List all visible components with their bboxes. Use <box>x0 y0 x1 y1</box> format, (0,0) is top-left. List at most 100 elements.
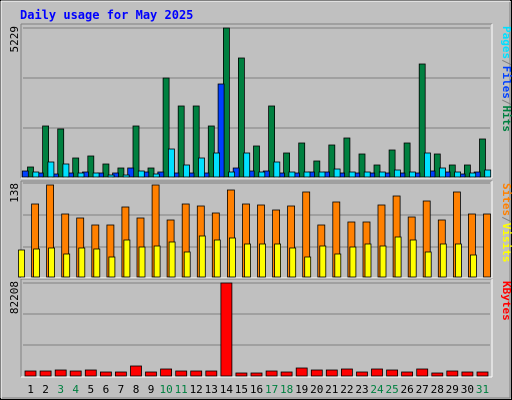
panel-hits-files-pages: 5229 Pages/Files/Hits <box>8 23 512 179</box>
x-tick-label: 22 <box>340 383 353 396</box>
bar-hits-day-31 <box>479 138 486 178</box>
bar-visits-day-13 <box>198 235 206 278</box>
bar-hits-day-16 <box>253 145 260 178</box>
bar-pages-day-13 <box>213 152 221 178</box>
x-tick-label: 20 <box>310 383 323 396</box>
bar-pages-day-19 <box>303 171 311 178</box>
legend-entry: Visits <box>500 223 512 263</box>
bar-visits-day-15 <box>228 237 236 278</box>
x-tick-label: 19 <box>295 383 308 396</box>
bar-kbytes-day-12 <box>190 370 203 377</box>
legend-entry: / <box>500 59 512 66</box>
bar-kbytes-day-21 <box>325 369 338 377</box>
bar-visits-day-22 <box>334 253 342 278</box>
bar-visits-day-23 <box>349 246 357 278</box>
bar-pages-day-15 <box>243 152 251 178</box>
x-tick-label: 23 <box>355 383 368 396</box>
bar-files-day-1 <box>21 170 29 178</box>
bar-kbytes-day-18 <box>280 371 293 377</box>
bar-kbytes-day-29 <box>446 370 459 377</box>
bar-pages-day-27 <box>424 152 431 178</box>
x-tick-label: 7 <box>118 383 125 396</box>
bar-pages-day-10 <box>167 148 175 178</box>
bar-pages-day-12 <box>198 157 205 178</box>
x-tick-label: 12 <box>190 383 203 396</box>
x-tick-label: 10 <box>159 383 172 396</box>
x-tick-label: 4 <box>72 383 79 396</box>
bar-pages-day-5 <box>92 172 100 178</box>
bar-hits-day-30 <box>463 164 471 178</box>
bar-visits-day-2 <box>33 248 40 278</box>
bar-visits-day-20 <box>304 256 312 278</box>
x-tick-label: 6 <box>103 383 110 396</box>
bar-kbytes-day-31 <box>476 371 489 377</box>
bar-kbytes-day-8 <box>130 365 142 377</box>
legend: Sites/Visits <box>500 183 512 263</box>
bar-pages-day-28 <box>439 167 446 178</box>
bar-kbytes-day-22 <box>340 368 353 377</box>
panel-visits-sites: 138 Sites/Visits <box>8 180 512 279</box>
bar-pages-day-6 <box>107 174 115 178</box>
bar-visits-day-18 <box>274 243 282 278</box>
bar-hits-day-29 <box>448 164 456 178</box>
bar-hits-day-13 <box>207 125 215 178</box>
bar-pages-day-7 <box>122 174 130 178</box>
bar-hits-day-2 <box>42 125 49 178</box>
bar-pages-day-21 <box>333 168 341 178</box>
bar-visits-day-16 <box>244 243 251 278</box>
x-tick-label: 2 <box>42 383 49 396</box>
bar-pages-day-16 <box>258 171 266 178</box>
bar-hits-day-5 <box>87 155 95 178</box>
bar-pages-day-17 <box>273 161 281 178</box>
bar-hits-day-18 <box>283 152 291 178</box>
bar-hits-day-25 <box>388 149 396 178</box>
y-max-label: 82208 <box>8 281 21 314</box>
bar-pages-day-3 <box>62 163 70 178</box>
x-tick-label: 29 <box>446 383 459 396</box>
x-tick-label: 15 <box>235 383 248 396</box>
x-tick-label: 28 <box>431 383 444 396</box>
bar-hits-day-8 <box>132 125 140 178</box>
y-max-label: 5229 <box>8 26 21 53</box>
bar-visits-day-10 <box>153 245 161 278</box>
bar-visits-day-27 <box>409 239 417 278</box>
bar-visits-day-5 <box>78 247 86 278</box>
x-tick-label: 1 <box>27 383 34 396</box>
x-tick-label: 16 <box>250 383 263 396</box>
chart-title: Daily usage for May 2025 <box>20 8 193 22</box>
bar-hits-day-17 <box>268 105 276 178</box>
bar-kbytes-day-7 <box>115 371 127 377</box>
x-tick-label: 27 <box>416 383 429 396</box>
x-tick-label: 8 <box>133 383 140 396</box>
bar-visits-day-19 <box>289 247 297 278</box>
bar-visits-day-26 <box>394 236 402 278</box>
bar-pages-day-2 <box>47 161 55 178</box>
bar-pages-day-24 <box>378 171 386 178</box>
bar-kbytes-day-20 <box>310 369 323 377</box>
bar-visits-day-6 <box>93 248 101 278</box>
x-tick-label: 11 <box>175 383 188 396</box>
bar-kbytes-day-13 <box>205 370 218 377</box>
x-tick-label: 5 <box>87 383 94 396</box>
bar-kbytes-day-6 <box>100 371 112 377</box>
bar-visits-day-4 <box>63 253 71 278</box>
x-tick-label: 17 <box>265 383 278 396</box>
bar-hits-day-28 <box>433 153 441 178</box>
legend-entry: Sites <box>500 183 512 216</box>
bar-kbytes-day-28 <box>431 372 444 377</box>
bar-pages-day-18 <box>288 171 296 178</box>
bar-files-day-14 <box>217 83 225 178</box>
bar-visits-day-24 <box>364 243 372 278</box>
bar-hits-day-4 <box>72 157 80 178</box>
bar-kbytes-day-16 <box>250 372 263 377</box>
bar-hits-day-6 <box>102 163 110 178</box>
bar-visits-day-11 <box>168 241 176 278</box>
bar-hits-day-10 <box>162 77 170 178</box>
x-tick-label: 9 <box>148 383 155 396</box>
bar-visits-day-12 <box>183 251 191 278</box>
bar-kbytes-day-9 <box>145 371 157 377</box>
bar-visits-day-21 <box>319 245 327 278</box>
